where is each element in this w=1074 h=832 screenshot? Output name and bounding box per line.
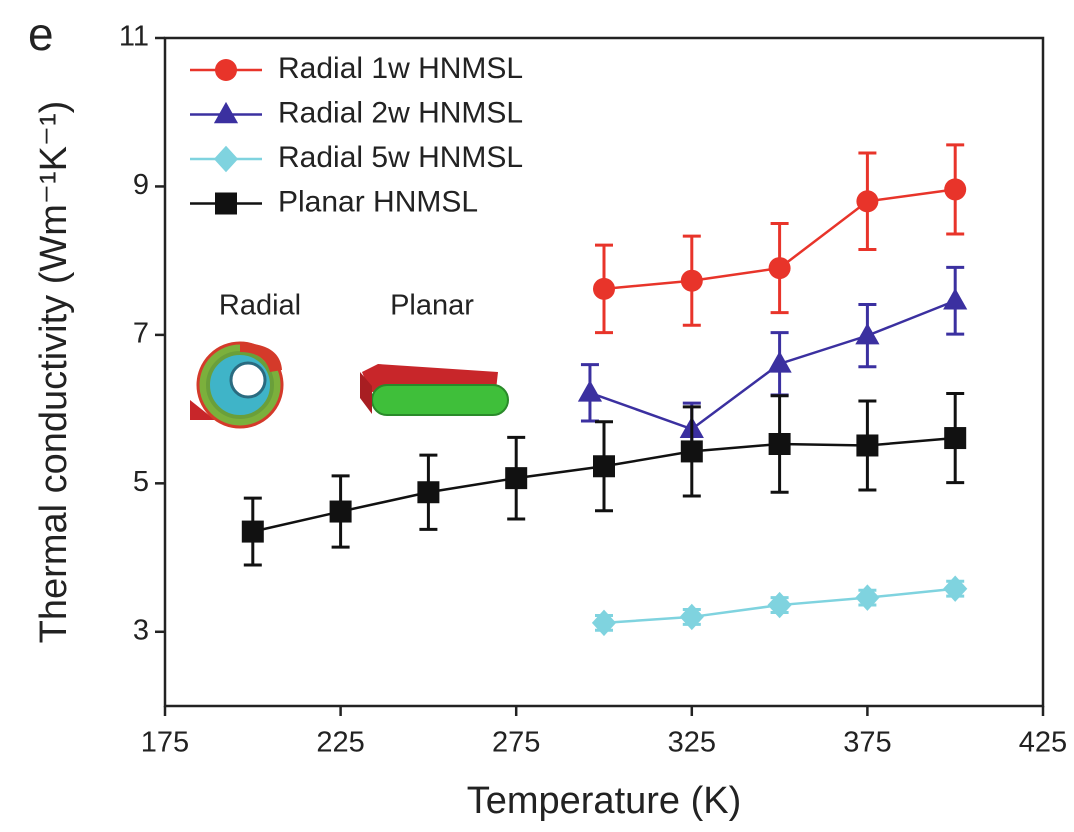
data-point xyxy=(768,257,791,280)
data-point xyxy=(329,500,352,523)
data-point xyxy=(767,351,792,373)
y-tick-label: 3 xyxy=(133,614,149,646)
y-tick-label: 11 xyxy=(119,21,149,53)
data-point xyxy=(943,288,968,310)
data-point xyxy=(593,455,615,478)
y-tick-label: 9 xyxy=(133,169,149,201)
legend-label: Radial 1w HNMSL xyxy=(278,52,523,85)
inset-label: Planar xyxy=(390,290,474,322)
legend-marker xyxy=(215,192,237,215)
legend-marker xyxy=(215,59,237,81)
data-point xyxy=(855,322,880,345)
x-tick-label: 375 xyxy=(843,727,891,759)
x-tick-label: 225 xyxy=(316,727,364,759)
y-tick-label: 7 xyxy=(133,318,149,350)
data-point xyxy=(577,380,603,402)
inset-planar xyxy=(360,364,509,416)
inset-radial xyxy=(190,341,284,429)
data-point xyxy=(767,591,792,619)
y-tick-label: 5 xyxy=(133,466,149,498)
plot-frame xyxy=(163,36,1045,708)
legend-marker xyxy=(213,101,239,124)
data-point xyxy=(856,434,879,457)
legend-label: Planar HNMSL xyxy=(278,185,478,218)
data-point xyxy=(679,603,704,631)
data-point xyxy=(855,584,880,611)
x-tick-label: 275 xyxy=(492,727,540,759)
data-point xyxy=(241,520,264,543)
data-point xyxy=(944,427,967,450)
data-point xyxy=(768,432,791,455)
x-axis-label: Temperature (K) xyxy=(467,780,742,822)
x-tick-label: 425 xyxy=(1019,727,1067,759)
data-point xyxy=(680,440,703,463)
data-point xyxy=(505,467,528,490)
data-point xyxy=(417,481,440,504)
data-point xyxy=(856,190,879,213)
data-point xyxy=(944,178,967,201)
data-point xyxy=(593,277,615,300)
y-axis-label: Thermal conductivity (Wm⁻¹K⁻¹) xyxy=(33,101,75,644)
x-tick-label: 175 xyxy=(141,727,189,759)
x-tick-label: 325 xyxy=(668,727,716,759)
data-point xyxy=(943,575,968,602)
legend-label: Radial 2w HNMSL xyxy=(278,96,523,129)
data-point xyxy=(680,269,703,292)
panel-label: e xyxy=(28,8,54,60)
inset-label: Radial xyxy=(219,290,301,322)
legend-label: Radial 5w HNMSL xyxy=(278,141,523,174)
legend-marker xyxy=(213,145,239,173)
data-point xyxy=(591,609,617,637)
